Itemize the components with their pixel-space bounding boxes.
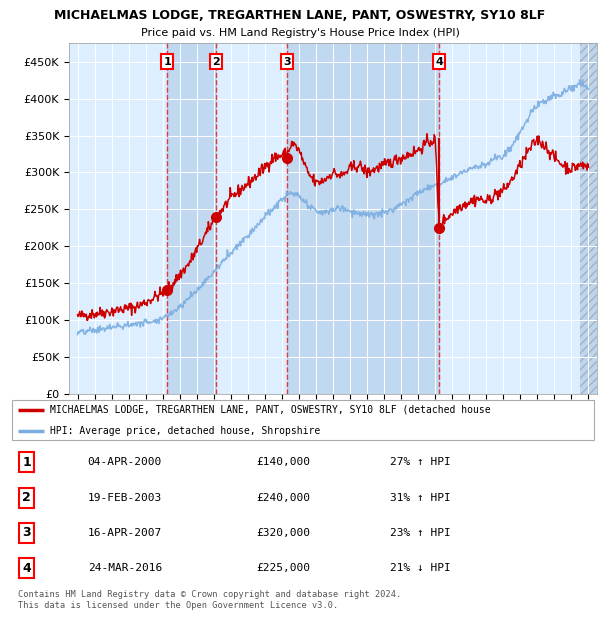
Bar	[580, 43, 597, 394]
Text: 3: 3	[22, 526, 31, 539]
Text: Contains HM Land Registry data © Crown copyright and database right 2024.: Contains HM Land Registry data © Crown c…	[18, 590, 401, 600]
Text: £320,000: £320,000	[256, 528, 310, 538]
Bar	[287, 43, 439, 394]
Text: 16-APR-2007: 16-APR-2007	[88, 528, 162, 538]
Text: 24-MAR-2016: 24-MAR-2016	[88, 563, 162, 574]
Text: MICHAELMAS LODGE, TREGARTHEN LANE, PANT, OSWESTRY, SY10 8LF (detached house: MICHAELMAS LODGE, TREGARTHEN LANE, PANT,…	[50, 405, 490, 415]
Text: 19-FEB-2003: 19-FEB-2003	[88, 492, 162, 503]
Text: 3: 3	[283, 57, 290, 67]
Text: 27% ↑ HPI: 27% ↑ HPI	[391, 457, 451, 467]
FancyBboxPatch shape	[12, 400, 594, 440]
Text: 31% ↑ HPI: 31% ↑ HPI	[391, 492, 451, 503]
Text: 4: 4	[22, 562, 31, 575]
Text: 1: 1	[163, 57, 171, 67]
Text: £225,000: £225,000	[256, 563, 310, 574]
Text: 2: 2	[22, 491, 31, 504]
Text: 2: 2	[212, 57, 220, 67]
Text: 23% ↑ HPI: 23% ↑ HPI	[391, 528, 451, 538]
Text: 1: 1	[22, 456, 31, 469]
Text: MICHAELMAS LODGE, TREGARTHEN LANE, PANT, OSWESTRY, SY10 8LF: MICHAELMAS LODGE, TREGARTHEN LANE, PANT,…	[55, 9, 545, 22]
Text: 4: 4	[435, 57, 443, 67]
Text: This data is licensed under the Open Government Licence v3.0.: This data is licensed under the Open Gov…	[18, 601, 338, 611]
Text: £140,000: £140,000	[256, 457, 310, 467]
Bar	[167, 43, 216, 394]
Text: £240,000: £240,000	[256, 492, 310, 503]
Text: HPI: Average price, detached house, Shropshire: HPI: Average price, detached house, Shro…	[50, 427, 320, 436]
Text: 04-APR-2000: 04-APR-2000	[88, 457, 162, 467]
Text: 21% ↓ HPI: 21% ↓ HPI	[391, 563, 451, 574]
Text: Price paid vs. HM Land Registry's House Price Index (HPI): Price paid vs. HM Land Registry's House …	[140, 28, 460, 38]
